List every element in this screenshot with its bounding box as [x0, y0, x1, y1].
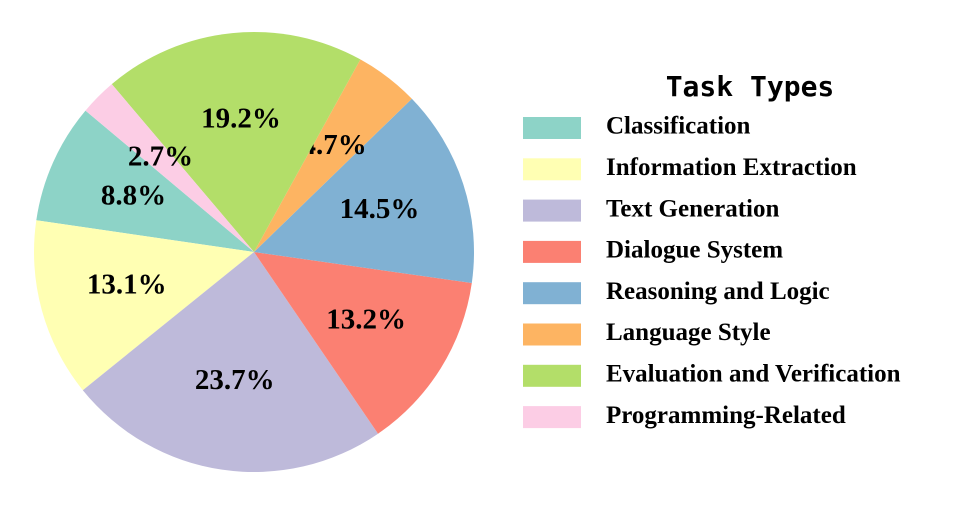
pie-slice: [254, 252, 472, 434]
legend-label: Classification: [606, 113, 751, 140]
pie-slice: [82, 252, 379, 472]
legend-label: Information Extraction: [606, 154, 857, 181]
legend-swatch: [523, 158, 581, 181]
value-label: 13.2%: [326, 303, 406, 335]
legend-swatch: [523, 240, 581, 263]
value-label: 19.2%: [201, 102, 281, 134]
legend-swatch: [523, 282, 581, 305]
pie-slice: [254, 98, 475, 284]
legend-label: Evaluation and Verification: [606, 361, 901, 388]
legend-label: Language Style: [606, 319, 771, 346]
pie-slice: [111, 32, 361, 253]
legend-swatch: [523, 364, 581, 387]
legend-title: Task Types: [666, 70, 835, 103]
legend-label: Dialogue System: [606, 237, 783, 264]
value-label: 13.1%: [87, 269, 167, 301]
pie-slice: [254, 59, 412, 252]
value-label: 14.5%: [340, 193, 420, 225]
value-label: 2.7%: [128, 141, 193, 173]
legend-label: Programming-Related: [606, 402, 846, 429]
pie-slice: [36, 110, 255, 252]
legend-label: Reasoning and Logic: [606, 278, 830, 305]
pie-slice: [33, 220, 254, 391]
pie-slice: [85, 84, 255, 252]
legend-label: Text Generation: [606, 195, 779, 222]
legend-swatch: [523, 323, 581, 346]
value-label: 8.8%: [101, 180, 166, 212]
legend-swatch: [523, 199, 581, 222]
legend-swatch: [523, 117, 581, 139]
value-label: 23.7%: [195, 364, 275, 396]
legend-swatch: [523, 406, 581, 429]
